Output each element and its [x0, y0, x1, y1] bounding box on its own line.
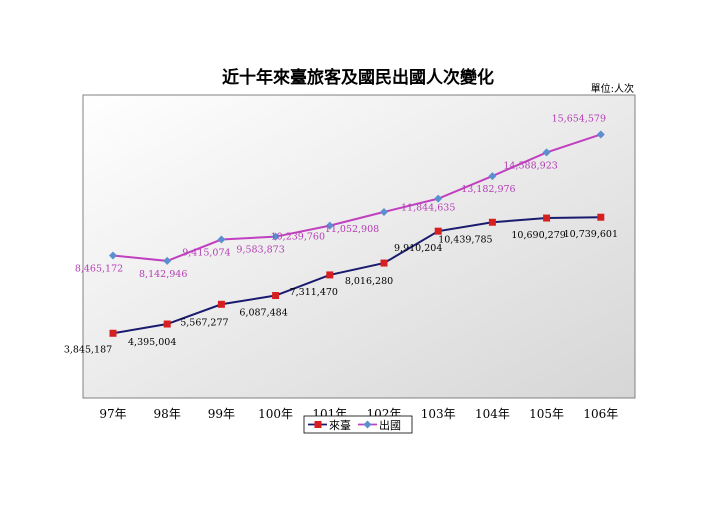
x-tick-label: 103年: [421, 407, 456, 421]
data-label: 8,465,172: [75, 264, 123, 275]
data-label: 11,844,635: [401, 203, 455, 214]
data-point: [326, 271, 334, 279]
data-label: 10,439,785: [438, 234, 492, 245]
x-tick-label: 98年: [154, 407, 181, 421]
data-point: [380, 207, 388, 216]
data-point: [434, 227, 442, 235]
x-tick-label: 97年: [99, 407, 126, 421]
data-point: [596, 130, 605, 139]
series-line: [112, 133, 602, 262]
legend-label-chu: 出國: [379, 418, 401, 432]
data-point: [380, 259, 388, 267]
data-point: [488, 172, 497, 181]
data-label: 9,583,873: [236, 245, 284, 256]
legend-marker-lai: [314, 421, 322, 428]
x-tick-label: 100年: [258, 407, 293, 421]
x-tick-label: 104年: [475, 407, 510, 421]
data-label: 15,654,579: [552, 113, 606, 124]
data-point: [434, 194, 443, 203]
data-label: 8,142,946: [139, 269, 187, 280]
x-tick-label: 106年: [583, 407, 618, 421]
legend-label-lai: 來臺: [329, 418, 351, 432]
data-point: [543, 214, 551, 222]
series-line: [112, 216, 601, 335]
data-label: 5,567,277: [180, 317, 228, 328]
data-point: [272, 292, 280, 300]
data-label: 9,415,074: [182, 248, 230, 259]
data-label: 4,395,004: [128, 337, 176, 348]
data-point: [163, 320, 171, 328]
plot-area: [82, 94, 636, 399]
data-label: 10,690,279: [511, 230, 565, 241]
data-point: [217, 235, 226, 244]
data-label: 10,239,760: [271, 232, 325, 243]
series-layer: 3,845,187 4,395,004 5,567,277 6,087,4847,31…: [64, 113, 618, 355]
legend: 來臺 出國: [303, 415, 413, 434]
x-tick-label: 105年: [529, 407, 564, 421]
data-point: [488, 218, 496, 226]
x-axis-ticks: 97年 98年 99年 100年 101年 102年 103年 104年 105年 106年: [99, 407, 618, 421]
data-point: [325, 221, 334, 230]
data-point: [217, 300, 225, 308]
data-point: [542, 148, 551, 157]
data-label: 10,739,601: [564, 229, 618, 240]
data-point: [271, 232, 280, 241]
data-label: 6,087,484: [239, 308, 287, 319]
data-point: [163, 256, 172, 265]
data-point: [109, 251, 117, 260]
data-label: 11,052,908: [325, 224, 379, 235]
chart-title: 近十年來臺旅客及國民出國人次變化: [222, 67, 494, 88]
data-label: 14,588,923: [503, 160, 557, 171]
data-point: [597, 213, 605, 221]
x-tick-label: 99年: [208, 407, 235, 421]
data-point: [109, 329, 117, 337]
data-label: 3,845,187: [64, 344, 112, 355]
data-label: 8,016,280: [345, 276, 393, 287]
legend-marker-chu: [363, 420, 372, 429]
data-label: 13,182,976: [461, 184, 515, 195]
data-label: 9,910,204: [394, 243, 442, 254]
unit-note: 單位:人次: [591, 82, 634, 95]
data-label: 7,311,470: [290, 287, 338, 298]
